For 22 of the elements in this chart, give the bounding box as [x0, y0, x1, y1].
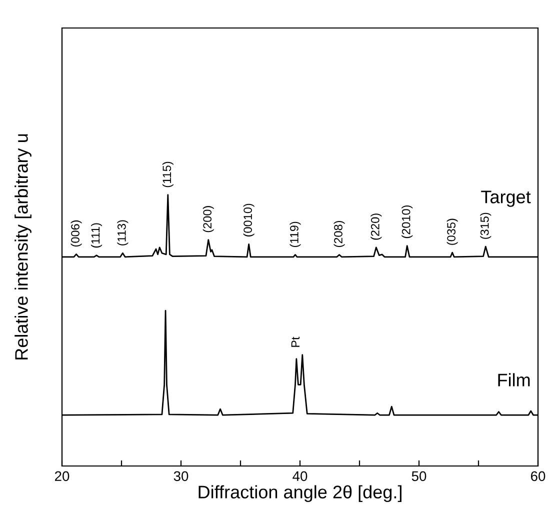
annotation: (315) — [480, 212, 492, 239]
x-tick-label: 30 — [174, 471, 188, 482]
annotation: (006) — [70, 220, 82, 247]
x-tick-label: 40 — [292, 471, 308, 482]
y-axis-title: Relative intensity [arbitrary u — [14, 134, 32, 360]
x-axis-title: Diffraction angle 2θ [deg.] — [198, 485, 402, 502]
annotation: (2010) — [402, 205, 413, 238]
x-tick-label: 60 — [530, 471, 546, 482]
annotation: (119) — [290, 222, 301, 248]
annotation: (0010) — [243, 204, 254, 236]
x-tick-label: 20 — [54, 471, 70, 482]
annotation: (115) — [162, 162, 174, 188]
text: Target — [481, 190, 531, 207]
annotation: Pt — [291, 336, 300, 347]
annotation: (113) — [117, 220, 128, 246]
series-label: Film — [498, 373, 530, 386]
annotation: (111) — [91, 223, 102, 248]
annotation: (208) — [334, 220, 345, 248]
annotation: (200) — [202, 206, 214, 232]
annotation: (035) — [446, 218, 458, 245]
x-tick-label: 50 — [412, 471, 426, 482]
annotation: (220) — [370, 214, 382, 240]
